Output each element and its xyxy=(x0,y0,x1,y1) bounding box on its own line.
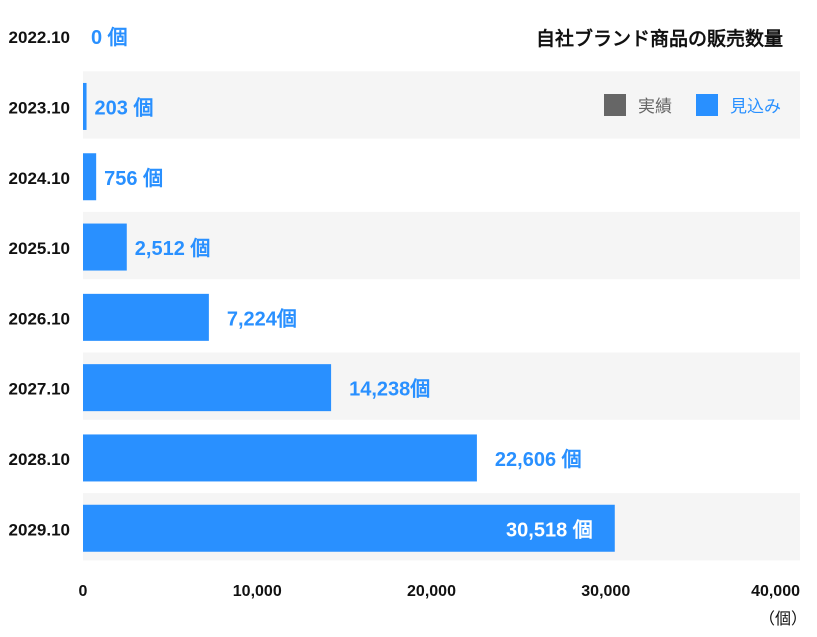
bar xyxy=(83,434,477,482)
bar xyxy=(83,504,615,552)
x-tick-label: 20,000 xyxy=(407,583,456,600)
category-label: 2027.10 xyxy=(9,380,70,399)
bar xyxy=(83,153,97,201)
data-label: 0 個 xyxy=(91,26,128,49)
data-label: 203 個 xyxy=(95,96,154,119)
category-label: 2028.10 xyxy=(9,450,70,469)
data-label: 756 個 xyxy=(104,167,163,190)
bar xyxy=(83,82,87,130)
x-tick-label: 10,000 xyxy=(233,583,282,600)
x-tick-label: 40,000 xyxy=(751,583,800,600)
category-label: 2026.10 xyxy=(9,309,70,328)
x-axis-unit: （個） xyxy=(758,609,807,628)
data-label: 22,606 個 xyxy=(495,448,582,471)
data-label: 7,224個 xyxy=(227,307,297,330)
legend: 実績 見込み xyxy=(580,92,781,117)
legend-swatch-forecast xyxy=(696,93,718,116)
category-label: 2025.10 xyxy=(9,239,70,258)
chart-title: 自社ブランド商品の販売数量 xyxy=(535,28,783,50)
x-tick-label: 30,000 xyxy=(581,583,630,600)
category-label: 2029.10 xyxy=(9,520,70,539)
legend-swatch-actual xyxy=(604,93,626,116)
bar xyxy=(83,223,127,271)
row-stripe xyxy=(83,211,800,280)
category-label: 2022.10 xyxy=(9,28,70,47)
row-stripe xyxy=(83,71,800,139)
legend-item-actual: 実績 xyxy=(604,92,672,117)
data-label: 14,238個 xyxy=(349,378,430,401)
legend-item-forecast: 見込み xyxy=(696,92,781,117)
x-tick-label: 0 xyxy=(79,583,88,600)
bar xyxy=(83,293,209,341)
data-label: 30,518 個 xyxy=(506,518,593,541)
category-label: 2023.10 xyxy=(9,98,70,117)
bar xyxy=(83,364,332,412)
legend-label-actual: 実績 xyxy=(638,97,672,117)
legend-label-forecast: 見込み xyxy=(730,97,781,117)
category-label: 2024.10 xyxy=(9,169,70,188)
data-label: 2,512 個 xyxy=(135,237,211,260)
